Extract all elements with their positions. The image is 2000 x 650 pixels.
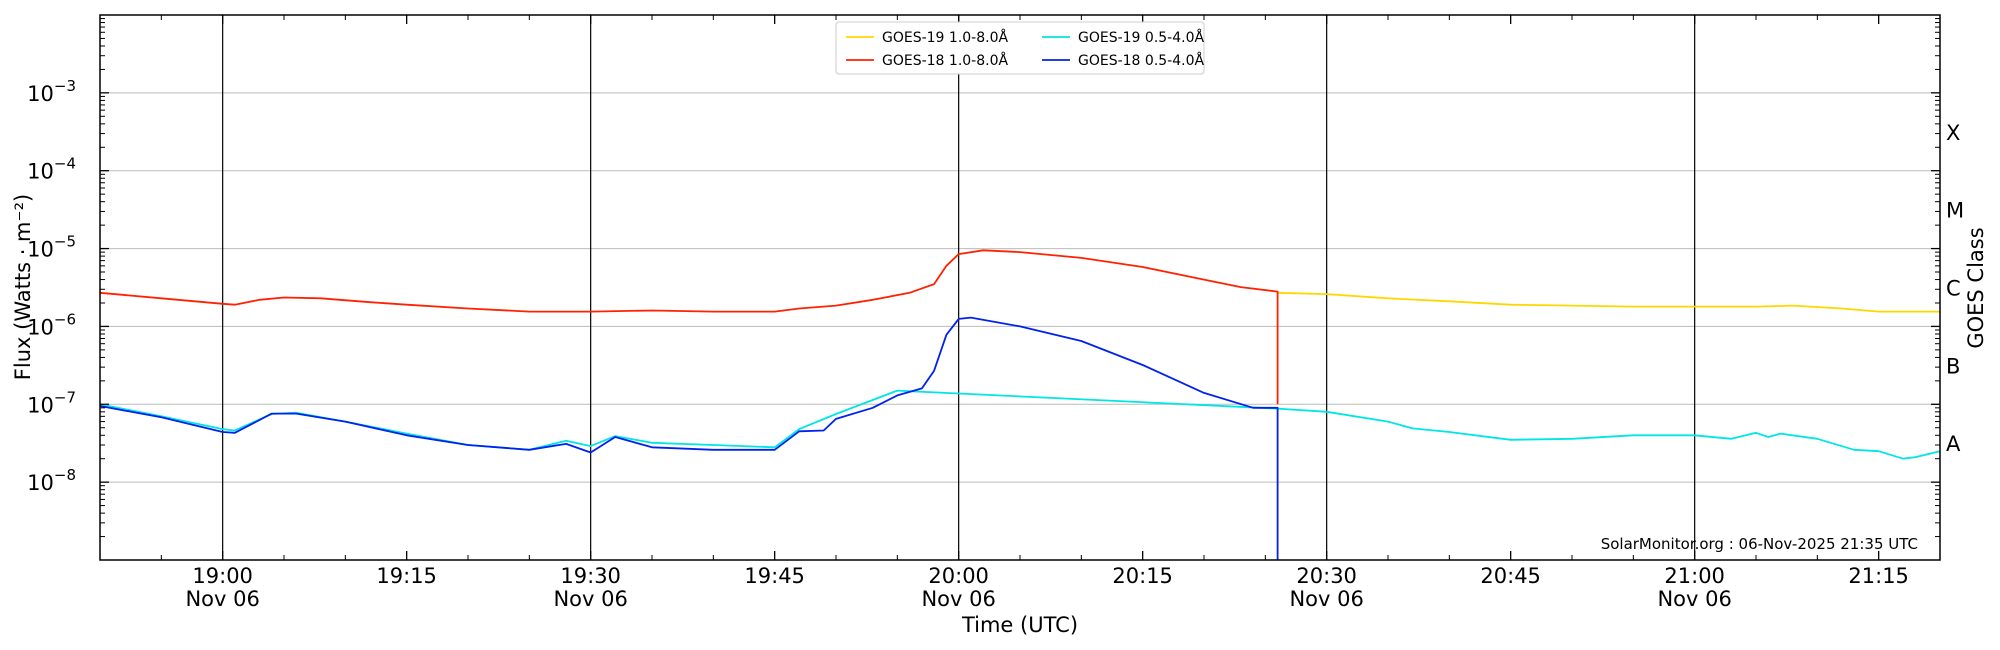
x-tick-date-label: Nov 06 (921, 587, 995, 611)
y-axis-label: Flux (Watts · m⁻²) (11, 194, 35, 380)
series-line-1 (99, 249, 1279, 405)
right-axis-label: GOES Class (1964, 227, 1988, 348)
x-tick-label: 21:00 (1664, 564, 1725, 588)
goes-class-b: B (1946, 354, 1960, 378)
y-tick-label: 10−5 (27, 233, 76, 262)
legend-box (835, 21, 1205, 75)
x-tick-date-label: Nov 06 (1289, 587, 1363, 611)
x-tick-label: 19:30 (560, 564, 621, 588)
y-tick-label: 10−8 (27, 466, 76, 495)
y-tick-label: 10−3 (27, 77, 76, 106)
x-tick-label: 19:15 (376, 564, 437, 588)
legend: GOES-19 1.0-8.0Å GOES-18 1.0-8.0Å GOES-19 … (835, 21, 1205, 75)
goes-class-x: X (1946, 121, 1960, 145)
legend-label-3: GOES-18 0.5-4.0Å (1078, 52, 1204, 69)
x-tick-date-label: Nov 06 (185, 587, 259, 611)
legend-label-2: GOES-19 0.5-4.0Å (1078, 29, 1204, 46)
series-line-2 (99, 389, 1941, 460)
y-tick-label: 10−7 (27, 388, 76, 417)
series-lines (99, 249, 1941, 560)
x-tick-label: 21:15 (1848, 564, 1909, 588)
x-axis-label: Time (UTC) (961, 613, 1078, 637)
x-tick-label: 20:00 (928, 564, 989, 588)
legend-label-0: GOES-19 1.0-8.0Å (882, 29, 1008, 46)
x-tick-label: 19:45 (744, 564, 805, 588)
plot-frame (99, 14, 1941, 561)
goes-class-m: M (1946, 199, 1964, 223)
x-tick-date-label: Nov 06 (1657, 587, 1731, 611)
day-vertical-lines (222, 15, 1696, 560)
grid-lines (100, 92, 1940, 483)
x-tick-label: 20:45 (1480, 564, 1541, 588)
goes-class-labels: A B C M X (1946, 121, 1964, 456)
x-tick-label: 20:15 (1112, 564, 1173, 588)
goes-class-c: C (1946, 277, 1961, 301)
x-tick-label: 20:30 (1296, 564, 1357, 588)
y-tick-label: 10−6 (27, 310, 76, 339)
x-tick-date-label: Nov 06 (553, 587, 627, 611)
series-line-0 (1277, 291, 1940, 313)
legend-label-1: GOES-18 1.0-8.0Å (882, 52, 1008, 69)
series-line-3 (99, 316, 1279, 560)
credit-text: SolarMonitor.org : 06-Nov-2025 21:35 UTC (1601, 535, 1918, 553)
y-tick-label: 10−4 (27, 155, 76, 184)
goes-class-a: A (1946, 432, 1961, 456)
x-tick-label: 19:00 (192, 564, 253, 588)
